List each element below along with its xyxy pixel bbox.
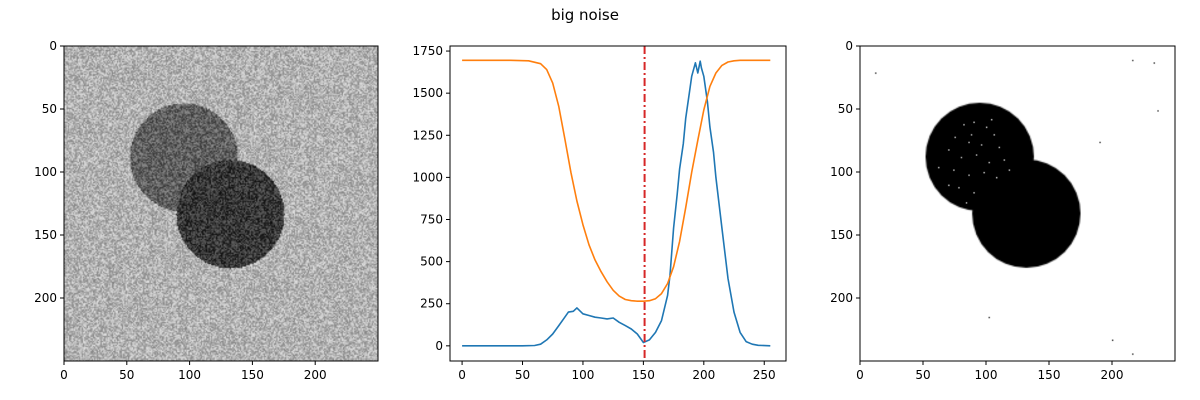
noisy-image-x-axis: 0 50 100 150 200	[60, 361, 327, 382]
noisy-image-x-tick-label: 200	[304, 368, 327, 382]
thresholded-image-frame	[859, 45, 1176, 362]
thresholded-image-y-tick-label: 0	[845, 39, 853, 53]
histogram-y-tick-label: 1500	[412, 86, 443, 100]
thresholded-image-y-tick-label: 100	[830, 165, 853, 179]
thresholded-image-x-tick-label: 200	[1101, 368, 1124, 382]
histogram-y-tick-label: 1750	[412, 44, 443, 58]
noisy-image-panel: 0 50 100 150 200 0 50 100 150 200	[34, 39, 379, 382]
thresholded-image-panel: 0 50 100 150 200 0 50 100 150 200	[830, 39, 1176, 382]
histogram-y-tick-label: 500	[420, 255, 443, 269]
histogram-y-axis: 0 250 500 750 1000 1250 1500 1750	[412, 44, 450, 353]
histogram-y-tick-label: 1000	[412, 170, 443, 184]
histogram-x-tick-label: 200	[692, 368, 715, 382]
thresholded-image-x-tick-label: 100	[975, 368, 998, 382]
noisy-image-y-tick-label: 50	[42, 102, 57, 116]
noisy-image-y-tick-label: 100	[34, 165, 57, 179]
thresholded-image-x-tick-label: 150	[1038, 368, 1061, 382]
histogram-panel: 0 50 100 150 200 250 0 250 500 750 1000 1250 1500 17…	[412, 44, 787, 382]
thresholded-image-x-tick-label: 0	[856, 368, 864, 382]
noisy-image-x-tick-label: 0	[60, 368, 68, 382]
histogram-x-tick-label: 100	[571, 368, 594, 382]
histogram-counts-line	[462, 60, 771, 347]
histogram-plot-area	[462, 46, 771, 361]
histogram-y-tick-label: 0	[435, 339, 443, 353]
histogram-y-tick-label: 1250	[412, 128, 443, 142]
histogram-x-tick-label: 250	[753, 368, 776, 382]
noisy-image-x-tick-label: 150	[241, 368, 264, 382]
noisy-image-x-tick-label: 100	[178, 368, 201, 382]
noisy-image-y-tick-label: 150	[34, 228, 57, 242]
histogram-x-tick-label: 50	[515, 368, 530, 382]
histogram-x-tick-label: 150	[632, 368, 655, 382]
noisy-image-frame	[63, 45, 379, 362]
noisy-image-y-tick-label: 0	[49, 39, 57, 53]
histogram-frame	[449, 45, 787, 362]
thresholded-image	[860, 46, 1175, 361]
thresholded-image-x-axis: 0 50 100 150 200	[856, 361, 1123, 382]
histogram-y-tick-label: 250	[420, 297, 443, 311]
thresholded-image-y-tick-label: 50	[838, 102, 853, 116]
noisy-image	[64, 46, 378, 361]
histogram-x-axis: 0 50 100 150 200 250	[458, 361, 776, 382]
thresholded-image-y-axis: 0 50 100 150 200	[830, 39, 860, 305]
noisy-image-y-axis: 0 50 100 150 200	[34, 39, 64, 305]
histogram-x-tick-label: 0	[458, 368, 466, 382]
thresholded-image-y-tick-label: 150	[830, 228, 853, 242]
noisy-image-x-tick-label: 50	[119, 368, 134, 382]
noisy-image-y-tick-label: 200	[34, 291, 57, 305]
cumulative-line	[462, 59, 771, 303]
figure-title: big noise	[551, 6, 619, 24]
thresholded-image-x-tick-label: 50	[915, 368, 930, 382]
histogram-y-tick-label: 750	[420, 213, 443, 227]
thresholded-image-y-tick-label: 200	[830, 291, 853, 305]
